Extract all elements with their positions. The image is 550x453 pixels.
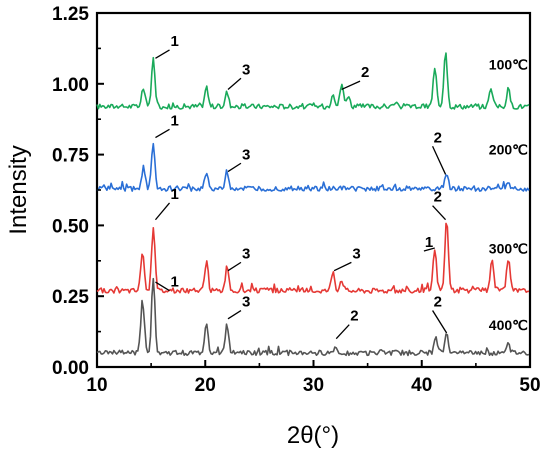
peak-annotation: 1	[425, 234, 433, 251]
series-line	[96, 277, 530, 357]
annotation-leader	[432, 205, 447, 221]
peak-annotation: 2	[434, 129, 442, 146]
annotation-leader	[155, 49, 170, 59]
series-line	[96, 142, 530, 192]
peak-annotation: 3	[242, 61, 250, 78]
series-label: 400℃	[489, 317, 528, 333]
peak-annotation: 3	[242, 146, 250, 163]
annotation-layer: 1 3 2 1 3 2 1 3 3 2 1 1 3 2 2	[154, 33, 448, 340]
y-tick-label: 1.25	[52, 4, 89, 25]
annotation-leader	[155, 281, 170, 292]
x-tick-label: 20	[195, 375, 216, 396]
y-tick-label: 0.25	[52, 287, 89, 308]
x-tick-label: 50	[519, 375, 540, 396]
peak-annotation: 1	[171, 33, 179, 50]
peak-annotation: 3	[242, 294, 250, 311]
annotation-leader	[432, 310, 448, 334]
peak-annotation: 2	[361, 64, 369, 81]
series-label: 300℃	[489, 241, 528, 257]
annotation-leader	[423, 247, 435, 252]
annotation-leader	[227, 162, 242, 173]
y-tick-label: 0.00	[52, 358, 89, 379]
legend-layer: 100℃ 200℃ 300℃ 400℃	[489, 57, 528, 334]
series-line	[96, 52, 530, 110]
y-tick-label: 0.75	[52, 146, 89, 167]
annotation-leader	[154, 202, 171, 221]
series-label: 200℃	[489, 142, 528, 158]
y-tick-label: 1.00	[52, 75, 89, 96]
annotation-leader	[227, 309, 242, 320]
annotation-leader	[155, 128, 170, 139]
peak-annotation: 1	[171, 186, 179, 203]
series-label: 100℃	[489, 57, 528, 73]
annotation-leader	[341, 80, 361, 91]
x-tick-label: 30	[303, 375, 324, 396]
tick-layer: 10 20 30 40 50 0.00 0.25 0.50 0.75 1.00 1.25	[52, 4, 541, 396]
x-tick-label: 10	[86, 375, 107, 396]
annotation-leader	[227, 77, 242, 90]
annotation-leader	[333, 261, 352, 272]
x-tick-label: 40	[411, 375, 432, 396]
peak-annotation: 3	[352, 245, 360, 262]
annotation-leader	[227, 261, 242, 272]
y-tick-label: 0.50	[52, 216, 89, 237]
peak-annotation: 2	[434, 294, 442, 311]
series-line	[96, 222, 530, 294]
peak-annotation: 3	[242, 245, 250, 262]
y-axis-title: Intensity	[5, 145, 32, 234]
peak-annotation: 2	[350, 308, 358, 325]
annotation-leader	[335, 324, 350, 340]
series-layer	[96, 52, 530, 357]
x-axis-title: 2θ(°)	[287, 422, 339, 449]
peak-annotation: 1	[171, 112, 179, 129]
peak-annotation: 1	[171, 274, 179, 291]
annotation-leader	[431, 145, 447, 175]
peak-annotation: 2	[434, 189, 442, 206]
